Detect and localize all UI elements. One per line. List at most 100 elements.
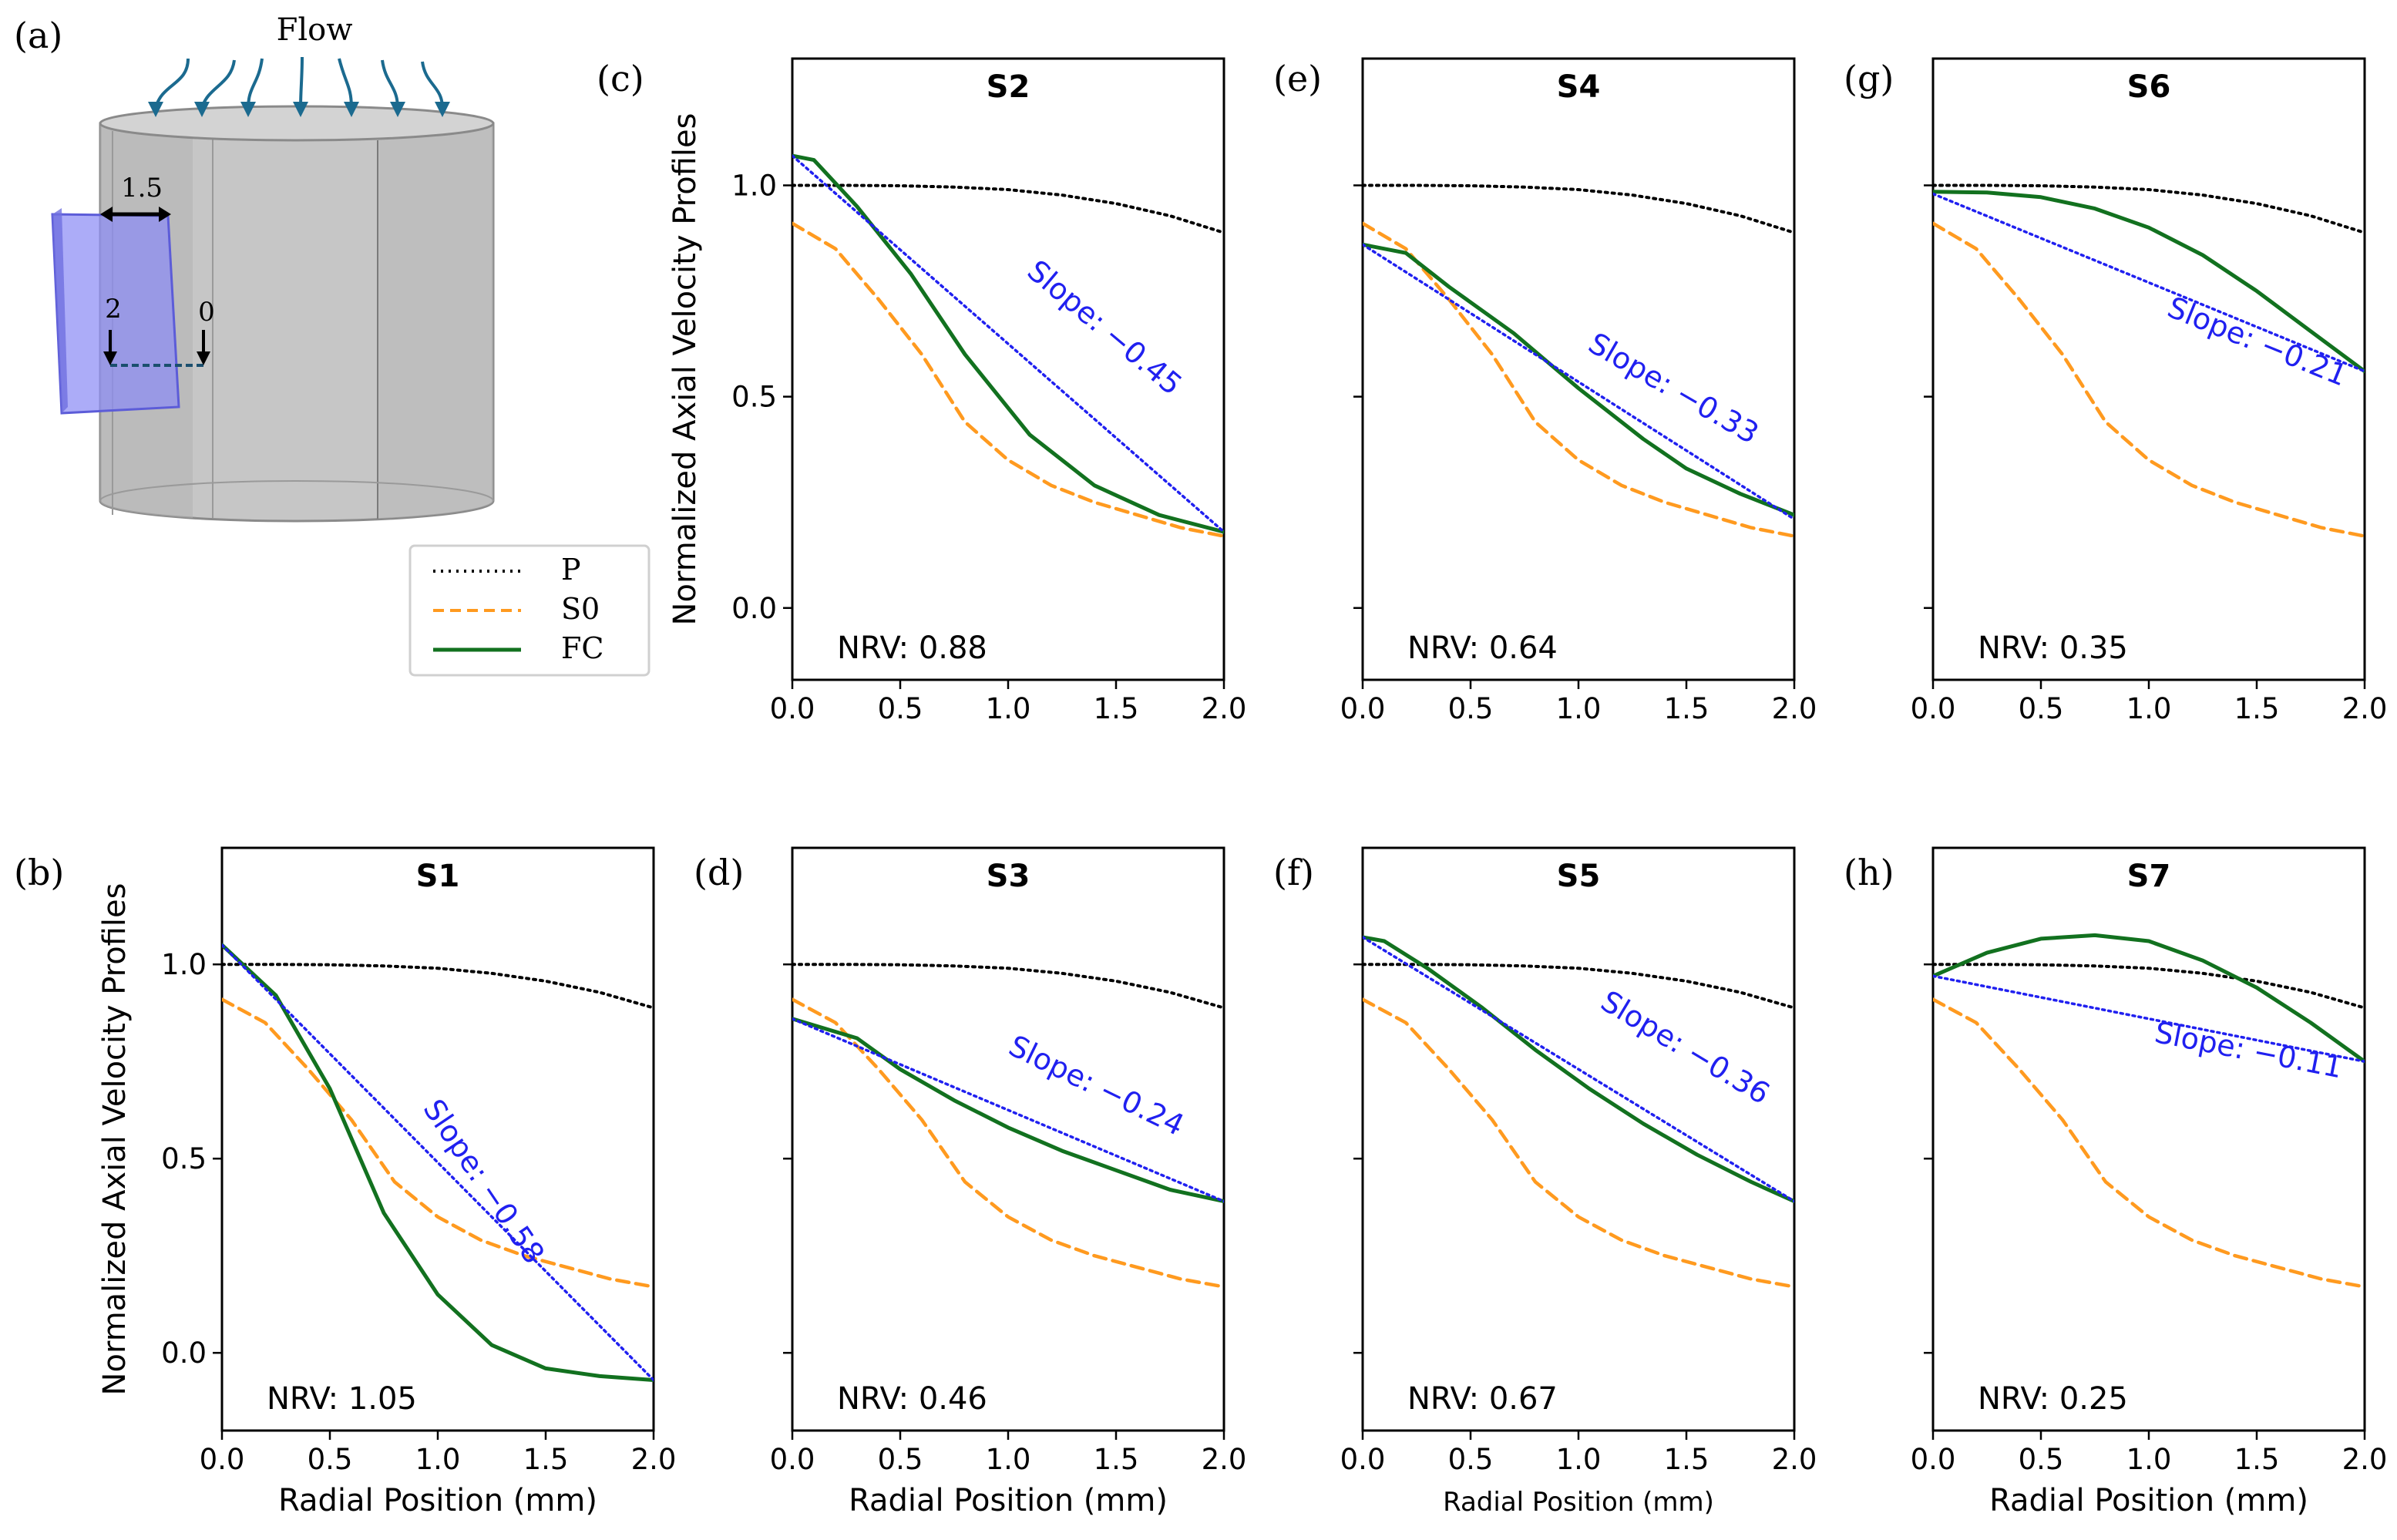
series-line-P [1363, 183, 1794, 234]
series-line-S0 [792, 997, 1224, 1289]
y-tick-label: 0.5 [731, 381, 777, 414]
x-tick-label: 2.0 [1772, 692, 1817, 725]
nrv-annotation: NRV: 0.25 [1978, 1381, 2128, 1417]
series-line-S0 [1363, 997, 1794, 1289]
x-tick-label: 2.0 [631, 1443, 677, 1476]
nrv-annotation: NRV: 1.05 [267, 1381, 417, 1417]
nrv-annotation: NRV: 0.88 [837, 630, 987, 666]
panel-label-a: (a) [14, 15, 62, 56]
plot-area [222, 943, 654, 1382]
y-tick-label: 1.0 [161, 948, 207, 981]
nrv-annotation: NRV: 0.46 [837, 1381, 987, 1417]
flow-arrows [154, 56, 444, 109]
series-line-P [792, 963, 1224, 1010]
x-tick-label: 0.5 [878, 1443, 923, 1476]
x-tick-label: 1.5 [1664, 1443, 1710, 1476]
x-axis-label: Radial Position (mm) [1443, 1487, 1714, 1518]
x-tick-label: 1.0 [1556, 1443, 1602, 1476]
plot-area [792, 153, 1224, 538]
series-line-P [1933, 183, 2365, 234]
x-tick-label: 0.0 [1340, 1443, 1386, 1476]
flow-arrow [299, 56, 304, 109]
series-line-FC [1933, 933, 2365, 1064]
x-tick-label: 0.0 [770, 1443, 815, 1476]
plot-frame [1361, 846, 1796, 1432]
series-line-S0 [792, 221, 1224, 538]
series-line-fit [1933, 192, 2365, 373]
chart-panel-S2: 0.0 0.5 1.0 1.5 2.0 0.0 0.5 1.0 S2 Normalized Axi… [667, 57, 1247, 725]
flow-arrow [421, 61, 444, 109]
arrowhead [197, 351, 210, 365]
x-tick-label: 1.5 [523, 1443, 569, 1476]
x-tick-label: 2.0 [2342, 1443, 2388, 1476]
chart-title: S6 [2127, 69, 2171, 105]
legend-box [408, 544, 651, 677]
panel-label-h: (h) [1844, 852, 1894, 893]
series-line-fit [1933, 974, 2365, 1063]
x-tick-label: 1.0 [2126, 692, 2172, 725]
chart-panel-S3: 0.0 0.5 1.0 1.5 2.0 S3 Radial Position (mm) NRV… [770, 846, 1247, 1518]
plot-area [1933, 933, 2365, 1289]
series-line-fit [1363, 936, 1794, 1203]
series-line-fit [222, 943, 654, 1382]
cylinder-bottom-back [99, 480, 494, 502]
flow-arrow [247, 58, 264, 109]
slope-annotation: Slope: −0.45 [1021, 254, 1188, 402]
series-line-P [222, 963, 654, 1010]
x-tick-label: 2.0 [1202, 692, 1247, 725]
x-axis-label: Radial Position (mm) [278, 1483, 597, 1518]
x-tick-label: 0.5 [878, 692, 923, 725]
series-line-S0 [1933, 221, 2365, 538]
flow-arrowhead [148, 102, 163, 117]
x-tick-label: 0.0 [1911, 1443, 1956, 1476]
x-tick-label: 1.0 [2126, 1443, 2172, 1476]
cylinder-schematic: (a) Flow 1.5 2 0 [14, 12, 495, 523]
flow-label: Flow [277, 12, 353, 48]
flow-arrowhead [194, 102, 210, 117]
y-tick-label: 0.5 [161, 1142, 207, 1175]
x-tick-label: 0.0 [1911, 692, 1956, 725]
x-tick-label: 1.0 [1556, 692, 1602, 725]
flow-arrowhead [293, 102, 308, 117]
x-tick-label: 2.0 [2342, 692, 2388, 725]
panel-label-g: (g) [1844, 58, 1894, 99]
flow-arrowhead [344, 102, 359, 117]
x-tick-label: 2.0 [1202, 1443, 1247, 1476]
x-tick-label: 1.5 [2234, 692, 2280, 725]
series-line-FC [1363, 935, 1794, 1204]
legend-label-FC: FC [561, 631, 603, 665]
cylinder-top [99, 105, 495, 142]
panel-label-d: (d) [694, 852, 744, 893]
x-tick-label: 1.0 [415, 1443, 461, 1476]
x-tick-label: 1.0 [986, 692, 1031, 725]
chart-panel-S5: 0.0 0.5 1.0 1.5 2.0 S5 Radial Position (mm) NRV… [1340, 846, 1817, 1518]
x-tick-label: 1.5 [1094, 692, 1139, 725]
chart-panel-S4: 0.0 0.5 1.0 1.5 2.0 S4 NRV: 0.64 Slope: −0.33 [1340, 57, 1817, 725]
radial-end-label: 0 [198, 297, 215, 328]
chart-title: S4 [1557, 69, 1601, 105]
x-tick-label: 0.5 [308, 1443, 353, 1476]
flow-arrow [200, 59, 236, 109]
slope-annotation: Slope: −0.36 [1595, 984, 1776, 1111]
x-tick-label: 0.0 [200, 1443, 245, 1476]
legend: P S0 FC [408, 544, 651, 677]
series-line-FC [792, 153, 1224, 534]
x-tick-label: 0.5 [2019, 1443, 2064, 1476]
x-tick-label: 2.0 [1772, 1443, 1817, 1476]
y-axis-label: Normalized Axial Velocity Profiles [667, 113, 703, 626]
series-line-FC [1933, 190, 2365, 374]
series-line-fit [792, 1017, 1224, 1203]
x-tick-label: 0.0 [1340, 692, 1386, 725]
plot-frame [1931, 846, 2366, 1432]
series-line-FC [792, 1017, 1224, 1204]
slope-annotation: Slope: −0.33 [1583, 326, 1765, 450]
chart-panel-S7: 0.0 0.5 1.0 1.5 2.0 S7 Radial Position (mm) NRV… [1911, 846, 2388, 1518]
x-tick-label: 0.5 [1448, 692, 1494, 725]
legend-label-P: P [561, 553, 581, 587]
arrowhead [100, 207, 113, 222]
flow-arrowhead [435, 102, 450, 117]
chart-panel-S1: 0.0 0.5 1.0 1.5 2.0 0.0 0.5 1.0 S1 Normalized Axi… [97, 846, 677, 1518]
plot-area [792, 963, 1224, 1289]
